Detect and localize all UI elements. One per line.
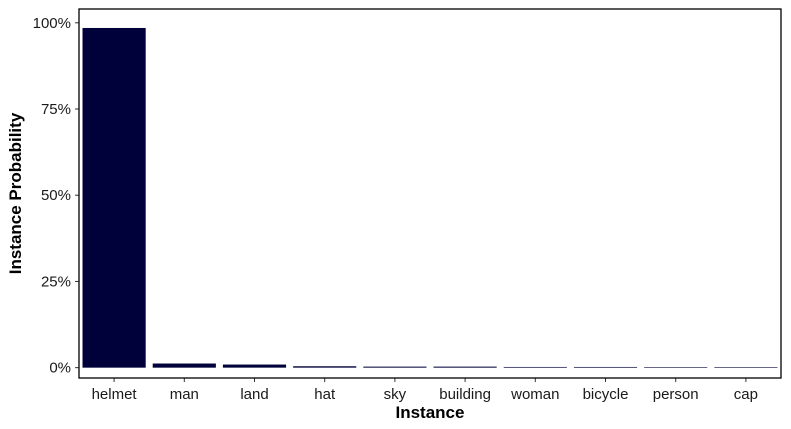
- bar-cap: [714, 367, 778, 368]
- x-tick-label-woman: woman: [510, 386, 559, 403]
- y-tick-label: 100%: [33, 15, 71, 32]
- x-tick-label-sky: sky: [384, 386, 407, 403]
- x-tick-label-bicycle: bicycle: [583, 386, 629, 403]
- bar-hat: [293, 366, 357, 368]
- y-tick-label: 75%: [41, 101, 71, 118]
- bar-woman: [503, 366, 567, 368]
- x-tick-label-land: land: [240, 386, 268, 403]
- y-axis: 0% 25% 50% 75% 100%: [33, 15, 79, 377]
- y-tick-label: 25%: [41, 273, 71, 290]
- x-tick-label-hat: hat: [314, 386, 336, 403]
- y-tick-label: 50%: [41, 187, 71, 204]
- bar-man: [152, 363, 216, 368]
- x-tick-label-cap: cap: [734, 386, 758, 403]
- bar-sky: [363, 366, 427, 368]
- x-tick-label-man: man: [170, 386, 199, 403]
- y-tick-label: 0%: [49, 360, 71, 377]
- x-axis: helmet man land hat sky building woman bicycle p…: [92, 378, 758, 403]
- x-tick-label-helmet: helmet: [92, 386, 138, 403]
- bar-land: [222, 364, 287, 368]
- bars-layer: [82, 27, 778, 368]
- bar-person: [644, 367, 708, 368]
- bar-bicycle: [573, 366, 638, 368]
- bar-helmet: [82, 27, 146, 368]
- y-axis-title: Instance Probability: [6, 112, 25, 274]
- x-tick-label-person: person: [653, 386, 699, 403]
- x-axis-title: Instance: [396, 403, 465, 422]
- plot-panel-border: [78, 8, 782, 379]
- x-tick-label-building: building: [439, 386, 491, 403]
- bar-building: [433, 366, 497, 368]
